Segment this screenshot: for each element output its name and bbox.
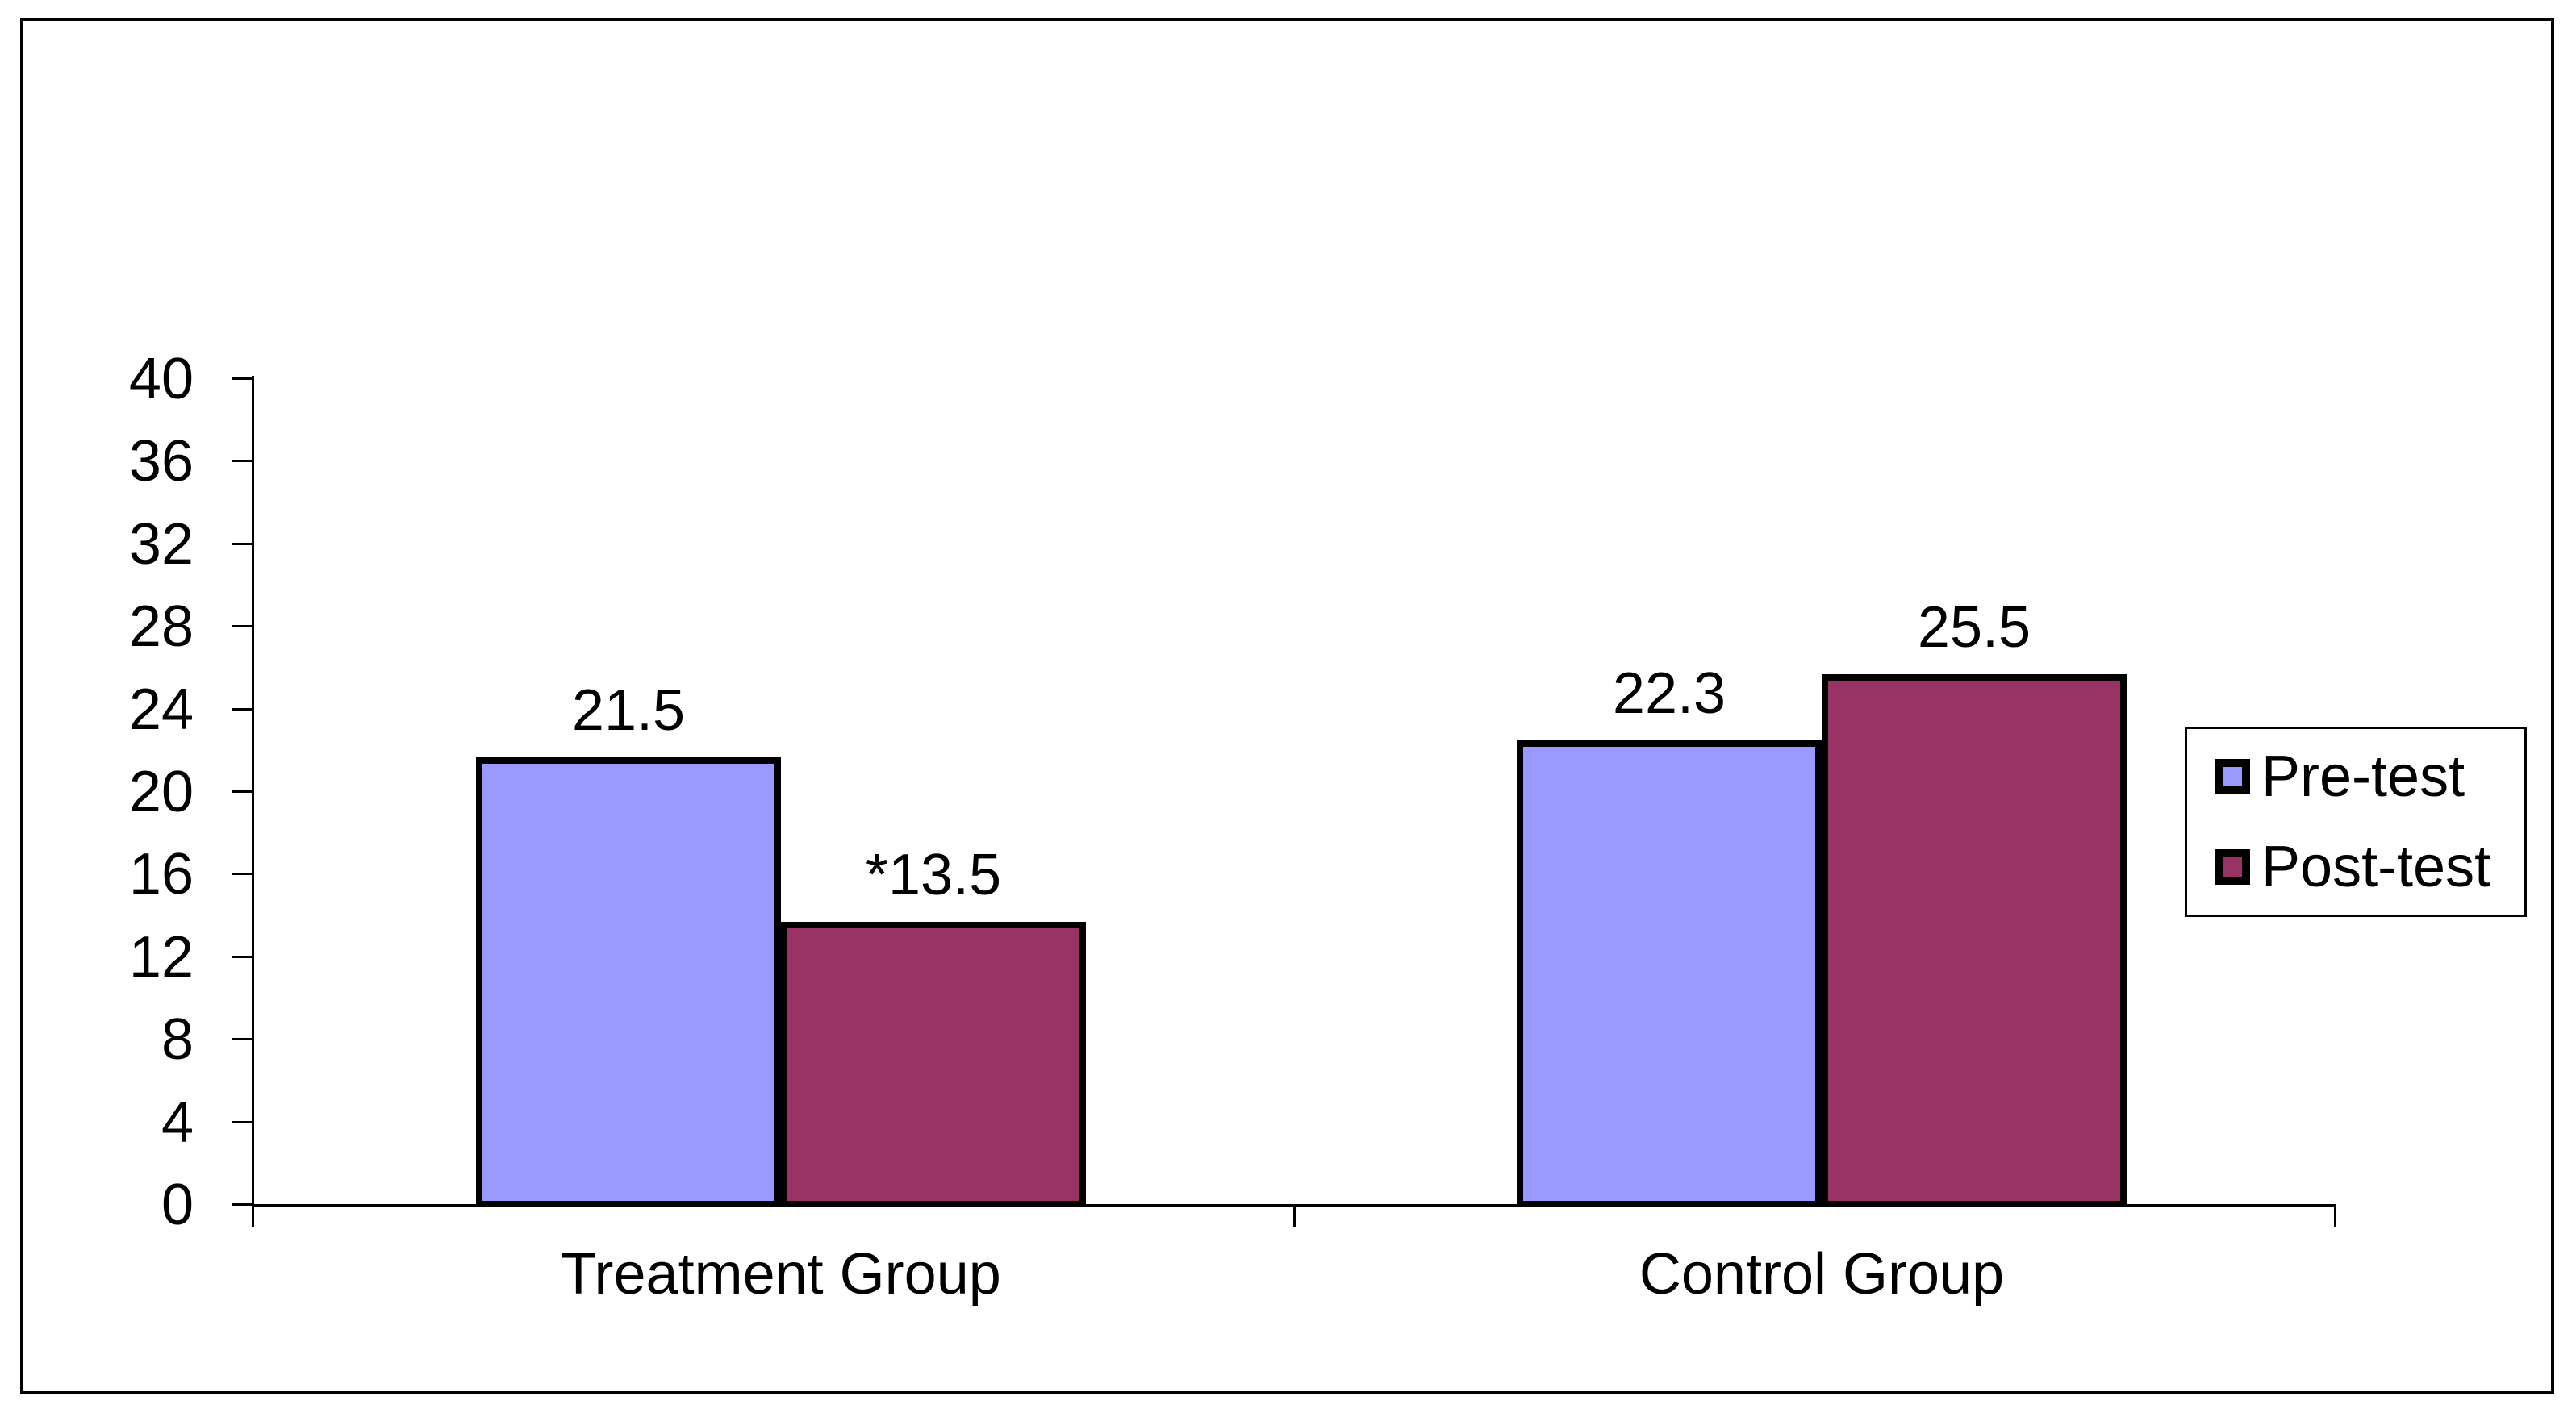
y-tick-label: 16 (128, 842, 194, 907)
y-tick (232, 790, 252, 793)
y-tick-label: 0 (161, 1173, 194, 1237)
y-tick (232, 460, 252, 463)
y-tick-label: 40 (128, 347, 194, 411)
y-axis-line (252, 376, 254, 1227)
y-tick-label: 20 (128, 760, 194, 824)
y-tick (232, 707, 252, 711)
y-tick (232, 542, 252, 545)
legend-label: Pre-test (2261, 744, 2465, 809)
y-tick (232, 625, 252, 628)
bar-value-label: *13.5 (865, 843, 1002, 908)
x-tick (1292, 1204, 1296, 1227)
x-axis-line (254, 1204, 2336, 1207)
y-tick (232, 1038, 252, 1041)
y-tick (232, 377, 252, 380)
bar-post-test-0 (781, 922, 1086, 1207)
legend-item: Pre-test (2215, 748, 2524, 806)
bar-pre-test-1 (1517, 740, 1822, 1207)
x-tick (252, 1204, 254, 1227)
legend-label: Post-test (2261, 835, 2491, 899)
bar-value-label: 22.3 (1612, 661, 1726, 727)
x-tick (2334, 1204, 2336, 1227)
y-tick-label: 24 (128, 677, 194, 742)
bar-pre-test-0 (476, 757, 781, 1207)
bar-post-test-1 (1822, 674, 2127, 1207)
y-tick (232, 955, 252, 958)
bar-value-label: 25.5 (1917, 595, 2031, 661)
y-tick-label: 8 (161, 1007, 194, 1073)
y-tick-label: 28 (128, 594, 194, 660)
y-tick-label: 36 (128, 429, 194, 494)
y-tick-label: 4 (161, 1090, 194, 1155)
legend-swatch (2215, 759, 2250, 794)
category-label: Control Group (1639, 1242, 2005, 1307)
legend-swatch (2215, 849, 2250, 885)
legend-item: Post-test (2215, 838, 2524, 896)
y-tick (232, 873, 252, 876)
y-tick (232, 1120, 252, 1123)
y-tick (232, 1203, 252, 1206)
legend: Pre-test Post-test (2185, 727, 2527, 917)
category-label: Treatment Group (561, 1242, 1001, 1307)
bar-value-label: 21.5 (571, 677, 686, 743)
y-tick-label: 32 (128, 511, 194, 577)
y-tick-label: 12 (128, 924, 194, 990)
figure-border (20, 18, 2554, 1394)
